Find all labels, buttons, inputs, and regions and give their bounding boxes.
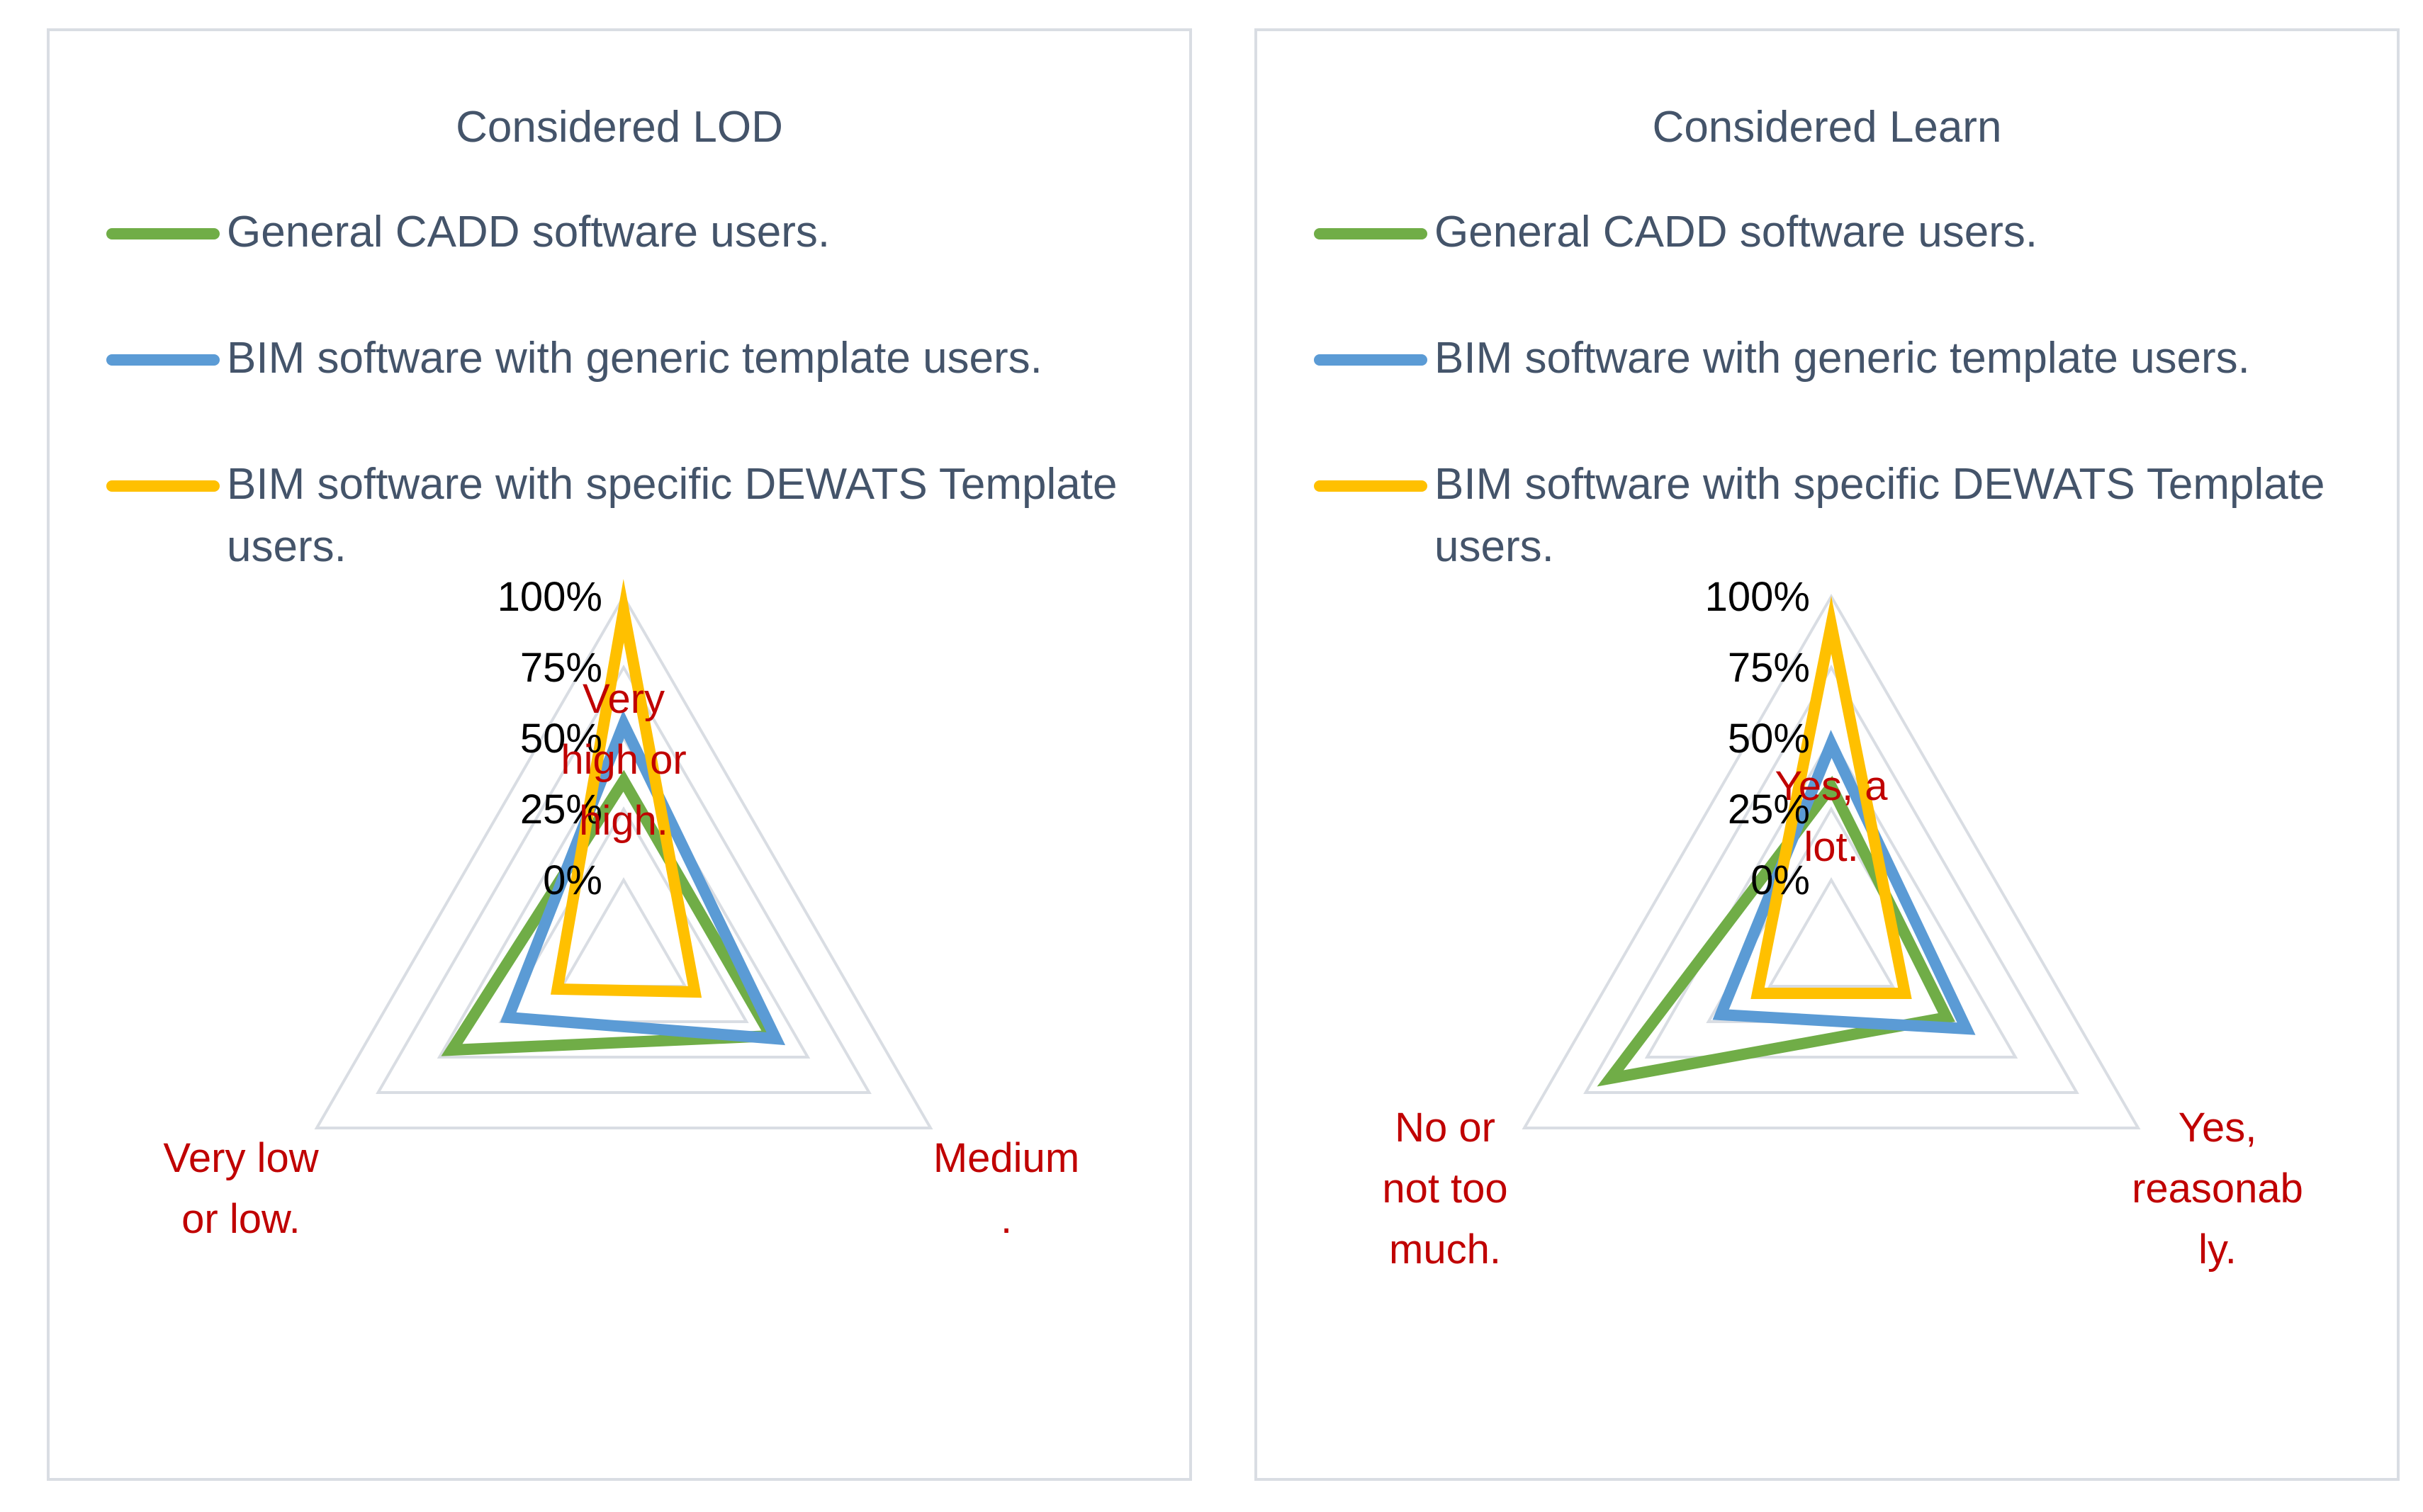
axis-tick-label: 25% <box>1728 786 1810 833</box>
axis-tick-label: 75% <box>1728 645 1810 691</box>
legend-swatch-yellow <box>106 480 220 492</box>
axis-tick-label: 50% <box>520 716 602 762</box>
series-line-1 <box>500 710 786 1046</box>
axis-tick-label: 50% <box>1728 716 1810 762</box>
chart-panel-lod: Considered LOD General CADD software use… <box>47 28 1192 1481</box>
category-label: Yes, a lot. <box>1775 763 1888 870</box>
legend-swatch-green <box>1314 228 1427 239</box>
grid-ring <box>1583 664 2079 1094</box>
category-label-line: lot. <box>1804 824 1858 870</box>
category-label: Yes, reasonab ly. <box>2132 1105 2303 1273</box>
legend: General CADD software users. BIM softwar… <box>106 201 1184 642</box>
chart-title: Considered Learn <box>1652 103 2002 152</box>
category-label: Very low or low. <box>163 1135 319 1242</box>
legend-item-cadd: General CADD software users. <box>1314 201 2391 264</box>
legend-label: BIM software with specific DEWATS Templa… <box>1434 460 2325 571</box>
category-label-line: Medium <box>933 1135 1079 1181</box>
category-label-line: high or <box>561 737 686 783</box>
axis-tick-label: 75% <box>520 645 602 691</box>
grid-ring <box>1644 735 2018 1059</box>
legend-item-bim-dewats: BIM software with specific DEWATS Templa… <box>106 453 1184 578</box>
category-label-line: high. <box>579 798 668 844</box>
category-label: No or not too much. <box>1382 1105 1507 1273</box>
category-label: Medium. <box>933 1135 1079 1242</box>
category-label-line: Very low <box>163 1135 319 1181</box>
legend-item-bim-dewats: BIM software with specific DEWATS Templa… <box>1314 453 2391 578</box>
category-label-line: reasonab <box>2132 1166 2303 1212</box>
category-label-line: or low. <box>181 1196 300 1242</box>
legend-swatch-blue <box>106 354 220 366</box>
grid-ring <box>1522 593 2141 1129</box>
legend-label: General CADD software users. <box>1434 208 2038 256</box>
series-line-0 <box>441 769 781 1056</box>
legend-swatch-blue <box>1314 354 1427 366</box>
category-label-line: Yes, a <box>1775 763 1888 809</box>
category-label-line: ly. <box>2198 1226 2237 1273</box>
series-line-2 <box>1750 596 1912 999</box>
legend-label: BIM software with generic template users… <box>1434 334 2250 383</box>
legend-label: BIM software with specific DEWATS Templa… <box>227 460 1118 571</box>
category-label-line: . <box>1001 1196 1012 1242</box>
category-label-line: No or <box>1395 1105 1495 1151</box>
radar-chart-lod: 0% 25% 50% 75% 100% Very high or high. Medium . Ve… <box>163 574 1079 1242</box>
chart-panel-learn: Considered Learn General CADD software u… <box>1254 28 2400 1481</box>
category-label: Very high or high. <box>561 676 686 844</box>
axis-tick-label: 0% <box>543 857 602 903</box>
grid-ring <box>1767 876 1896 988</box>
legend-swatch-green <box>106 228 220 239</box>
legend-label: General CADD software users. <box>227 208 831 256</box>
axis-tick-label: 100% <box>497 574 602 620</box>
grid-ring <box>314 593 933 1129</box>
category-label-line: Very <box>583 676 665 722</box>
series-line-2 <box>550 579 702 998</box>
legend-item-bim-generic: BIM software with generic template users… <box>106 327 1184 390</box>
legend-item-cadd: General CADD software users. <box>106 201 1184 264</box>
grid-ring <box>376 664 872 1094</box>
category-label-line: Yes, <box>2179 1105 2257 1151</box>
legend: General CADD software users. BIM softwar… <box>1314 201 2391 642</box>
radar-chart-learn: 0% 25% 50% 75% 100% Yes, a lot. Yes, reasonab ly.… <box>1382 574 2303 1273</box>
axis-tick-label: 100% <box>1705 574 1810 620</box>
legend-item-bim-generic: BIM software with generic template users… <box>1314 327 2391 390</box>
category-label-line: not too <box>1382 1166 1507 1212</box>
axis-tick-label: 0% <box>1750 857 1810 903</box>
legend-swatch-yellow <box>1314 480 1427 492</box>
chart-title: Considered LOD <box>456 103 783 152</box>
axis-tick-label: 25% <box>520 786 602 833</box>
legend-label: BIM software with generic template users… <box>227 334 1042 383</box>
grid-ring <box>437 735 811 1059</box>
category-label-line: much. <box>1389 1226 1501 1273</box>
